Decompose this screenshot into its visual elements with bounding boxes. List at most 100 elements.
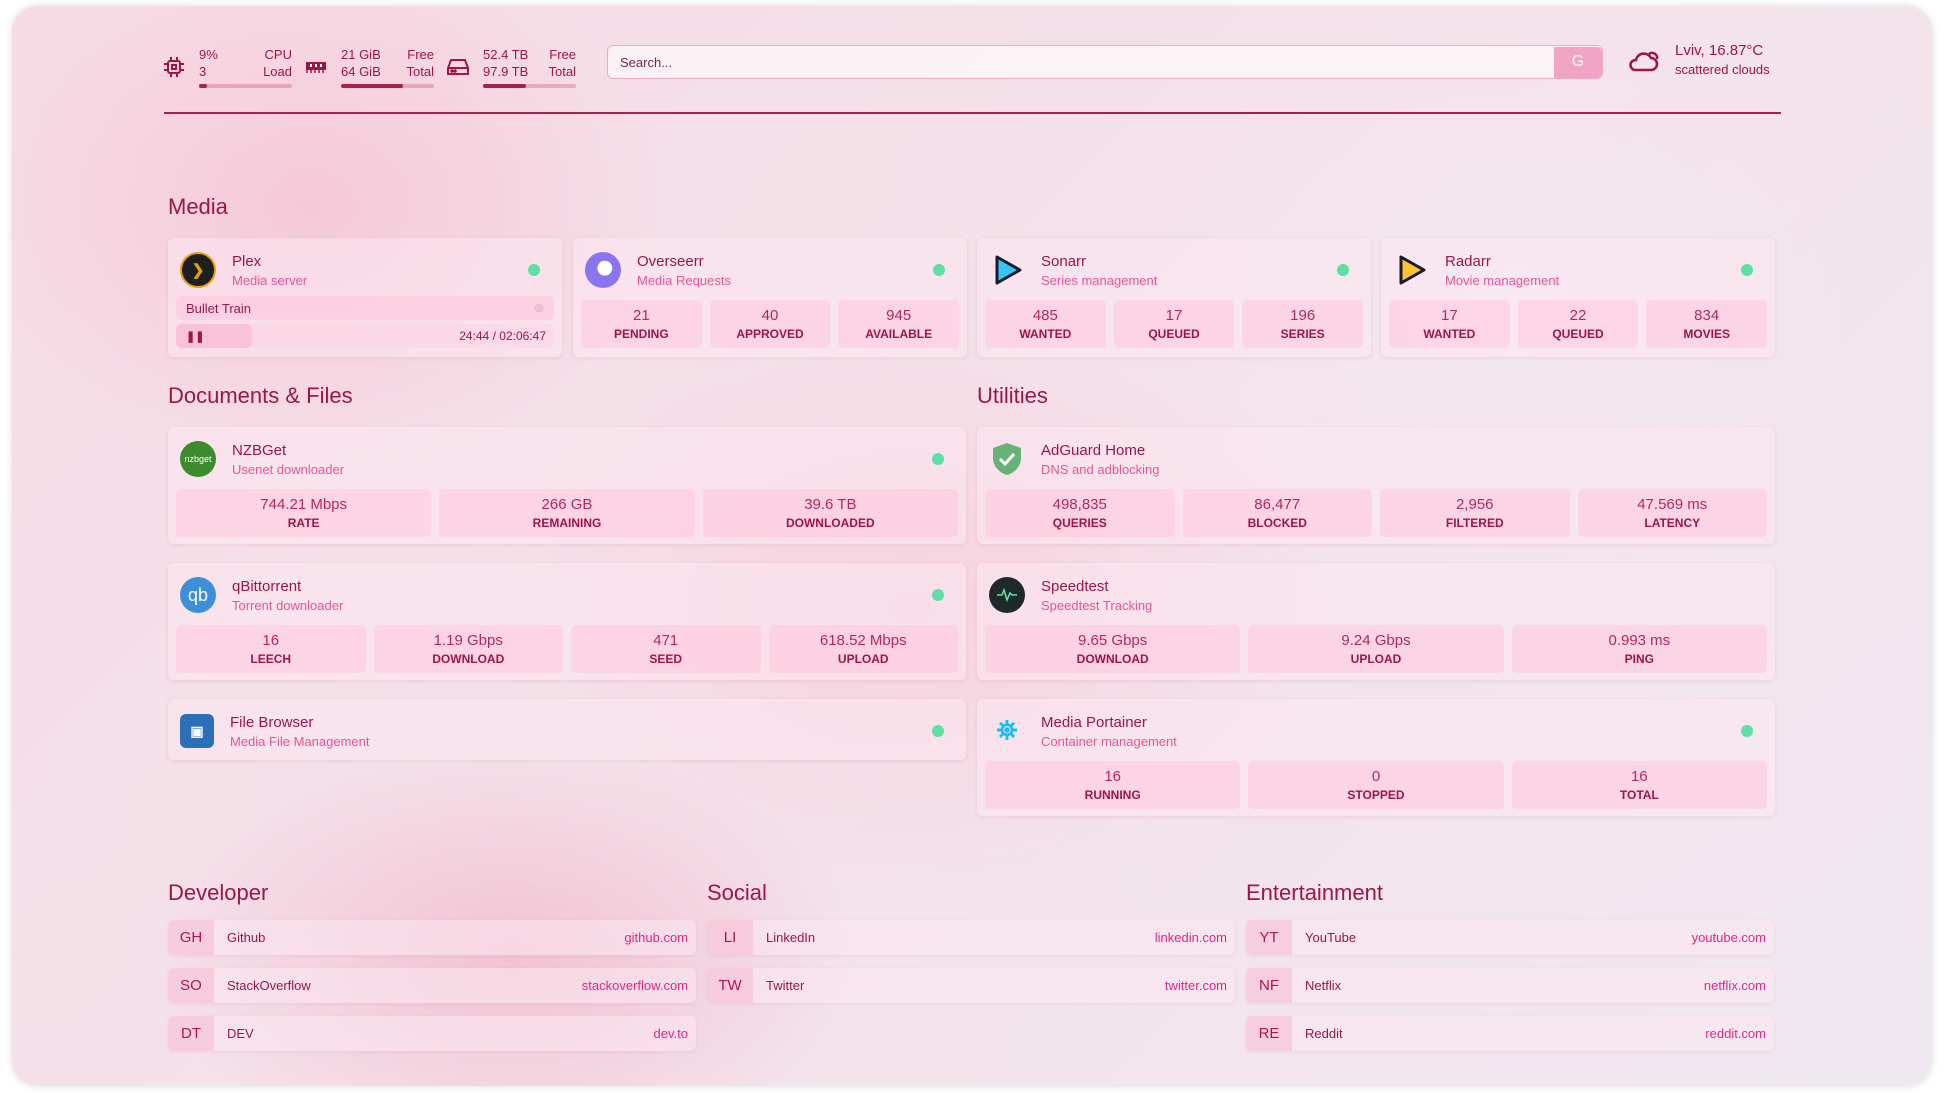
service-card-portainer[interactable]: ⛯ Media Portainer Container management 16…: [977, 699, 1775, 816]
stat-latency: 47.569 ms LATENCY: [1577, 489, 1767, 537]
file-browser-icon: ▣: [180, 714, 214, 748]
service-name: AdGuard Home: [1041, 441, 1146, 459]
playback-time: 24:44 / 02:06:47: [459, 329, 546, 343]
service-desc: Media File Management: [230, 733, 370, 749]
service-desc: Speedtest Tracking: [1041, 597, 1153, 613]
disk-total-label: Total: [548, 64, 576, 79]
weather-condition: scattered clouds: [1675, 62, 1770, 77]
bookmark-name: StackOverflow: [227, 978, 311, 993]
stat-value: 945: [886, 307, 912, 324]
stat-stopped: 0 STOPPED: [1248, 761, 1504, 809]
stat-label: UPLOAD: [837, 652, 889, 666]
stat-wanted: 17 WANTED: [1389, 300, 1510, 348]
service-card-overseerr[interactable]: Overseerr Media Requests 21 PENDING 40 APPR…: [573, 238, 967, 357]
memory-free-label: Free: [407, 47, 434, 62]
stat-blocked: 86,477 BLOCKED: [1182, 489, 1372, 537]
bookmark-name: Netflix: [1305, 978, 1342, 993]
playback-bar[interactable]: ❚❚ 24:44 / 02:06:47: [176, 324, 554, 348]
nzbget-icon: nzbget: [180, 441, 216, 477]
service-card-sonarr[interactable]: Sonarr Series management 485 WANTED 17 QUEU…: [977, 238, 1371, 357]
now-playing: Bullet Train ⊚: [176, 296, 554, 320]
status-dot: [933, 264, 945, 276]
search-bar: Search... G: [607, 45, 1603, 79]
radarr-icon: [1393, 252, 1429, 288]
stat-total: 16 TOTAL: [1511, 761, 1767, 809]
bookmark-reddit[interactable]: RE Reddit reddit.com: [1246, 1016, 1774, 1051]
stat-value: 266 GB: [541, 496, 593, 513]
service-card-file-browser[interactable]: ▣ File Browser Media File Management: [168, 699, 966, 760]
bookmark-twitter[interactable]: TW Twitter twitter.com: [707, 968, 1235, 1003]
weather-location-temp: Lviv, 16.87°C: [1675, 42, 1764, 59]
disk-free-label: Free: [549, 47, 576, 62]
memory-total-value: 64 GiB: [341, 64, 381, 79]
section-title-documents: Documents & Files: [168, 383, 353, 408]
bookmark-name: Reddit: [1305, 1026, 1343, 1041]
cpu-label: CPU: [264, 47, 292, 62]
service-desc: Movie management: [1445, 272, 1560, 288]
bookmark-abbr: RE: [1246, 1016, 1292, 1051]
bookmark-name: Twitter: [766, 978, 805, 993]
stat-queued: 22 QUEUED: [1517, 300, 1639, 348]
service-desc: DNS and adblocking: [1041, 461, 1160, 477]
service-card-adguard[interactable]: AdGuard Home DNS and adblocking 498,835 QU…: [977, 427, 1775, 544]
disk-bar: [483, 84, 576, 88]
bookmark-github[interactable]: GH Github github.com: [168, 920, 696, 955]
bookmark-youtube[interactable]: YT YouTube youtube.com: [1246, 920, 1774, 955]
service-card-nzbget[interactable]: nzbget NZBGet Usenet downloader 744.21 Mb…: [168, 427, 966, 544]
bookmark-url: youtube.com: [1691, 930, 1766, 945]
search-engine-button[interactable]: G: [1554, 46, 1602, 78]
ram-icon: [306, 62, 326, 73]
service-card-qbittorrent[interactable]: qb qBittorrent Torrent downloader 16 LEECH…: [168, 563, 966, 680]
bookmark-url: netflix.com: [1703, 978, 1766, 993]
service-name: Overseerr: [637, 252, 704, 270]
stat-download: 9.65 Gbps DOWNLOAD: [985, 625, 1241, 673]
service-name: File Browser: [230, 713, 314, 731]
stat-upload: 618.52 Mbps UPLOAD: [768, 625, 958, 673]
bookmark-stackoverflow[interactable]: SO StackOverflow stackoverflow.com: [168, 968, 696, 1003]
stat-value: 498,835: [1052, 496, 1107, 513]
cpu-widget: 9% CPU 3 Load: [163, 46, 292, 88]
status-dot: [1741, 264, 1753, 276]
cloud-sun-icon: [1629, 51, 1659, 71]
stat-remaining: 266 GB REMAINING: [439, 489, 695, 537]
service-desc: Container management: [1041, 733, 1177, 749]
service-card-plex[interactable]: ❯ Plex Media server Bullet Train ⊚ ❚❚ 24:…: [168, 238, 562, 357]
service-desc: Series management: [1041, 272, 1158, 288]
stat-label: RUNNING: [1084, 788, 1141, 802]
stat-approved: 40 APPROVED: [709, 300, 831, 348]
service-desc: Media Requests: [637, 272, 731, 288]
bookmark-url: twitter.com: [1164, 978, 1227, 993]
pause-icon[interactable]: ❚❚: [186, 330, 205, 343]
stat-value: 40: [761, 307, 779, 324]
search-input[interactable]: Search...: [620, 54, 673, 70]
stat-value: 196: [1290, 307, 1316, 324]
service-card-speedtest[interactable]: Speedtest Speedtest Tracking 9.65 Gbps DOW…: [977, 563, 1775, 680]
stat-label: QUEUED: [1148, 327, 1200, 341]
stat-queries: 498,835 QUERIES: [985, 489, 1175, 537]
memory-free-value: 21 GiB: [341, 47, 381, 62]
stat-pending: 21 PENDING: [581, 300, 702, 348]
bookmark-name: LinkedIn: [766, 930, 816, 945]
bookmark-dev[interactable]: DT DEV dev.to: [168, 1016, 696, 1051]
service-card-radarr[interactable]: Radarr Movie management 17 WANTED 22 QUEUED…: [1381, 238, 1775, 357]
stat-available: 945 AVAILABLE: [838, 300, 960, 348]
bookmark-abbr: DT: [168, 1016, 214, 1051]
bookmark-netflix[interactable]: NF Netflix netflix.com: [1246, 968, 1774, 1003]
stat-download: 1.19 Gbps DOWNLOAD: [373, 625, 563, 673]
stat-value: 9.65 Gbps: [1078, 632, 1148, 649]
cpu-load-label: Load: [263, 64, 292, 79]
stat-downloaded: 39.6 TB DOWNLOADED: [702, 489, 958, 537]
bookmark-url: dev.to: [653, 1026, 688, 1041]
stat-label: SEED: [649, 652, 683, 666]
disk-total-value: 97.9 TB: [483, 64, 529, 79]
stat-label: REMAINING: [532, 516, 602, 530]
stat-value: 22: [1569, 307, 1587, 324]
stat-label: UPLOAD: [1350, 652, 1402, 666]
bookmark-group-title-entertainment: Entertainment: [1246, 880, 1383, 905]
bookmark-group-title-social: Social: [707, 880, 767, 905]
status-dot: [1741, 725, 1753, 737]
service-name: qBittorrent: [232, 577, 302, 595]
stat-label: FILTERED: [1445, 516, 1504, 530]
status-dot: [932, 589, 944, 601]
bookmark-linkedin[interactable]: LI LinkedIn linkedin.com: [707, 920, 1235, 955]
